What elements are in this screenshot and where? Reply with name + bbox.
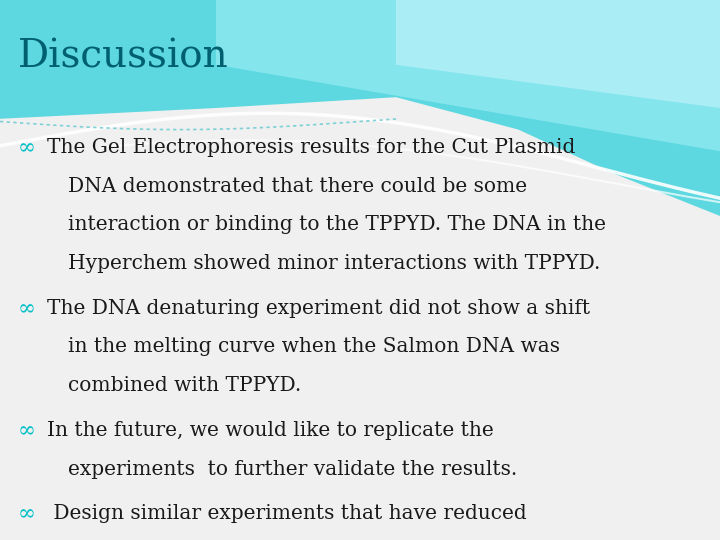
Text: experiments  to further validate the results.: experiments to further validate the resu…	[68, 460, 518, 478]
Text: ∞: ∞	[18, 138, 36, 160]
Text: in the melting curve when the Salmon DNA was: in the melting curve when the Salmon DNA…	[68, 338, 560, 356]
Text: Design similar experiments that have reduced: Design similar experiments that have red…	[47, 504, 526, 523]
Text: ∞: ∞	[18, 421, 36, 443]
Text: In the future, we would like to replicate the: In the future, we would like to replicat…	[47, 421, 493, 440]
Text: The DNA denaturing experiment did not show a shift: The DNA denaturing experiment did not sh…	[47, 299, 590, 318]
Text: ∞: ∞	[18, 299, 36, 321]
Text: Hyperchem showed minor interactions with TPPYD.: Hyperchem showed minor interactions with…	[68, 254, 600, 273]
Polygon shape	[0, 0, 720, 216]
Text: interaction or binding to the TPPYD. The DNA in the: interaction or binding to the TPPYD. The…	[68, 215, 606, 234]
Polygon shape	[216, 0, 720, 151]
Polygon shape	[396, 0, 720, 108]
Text: The Gel Electrophoresis results for the Cut Plasmid: The Gel Electrophoresis results for the …	[47, 138, 575, 157]
Text: Discussion: Discussion	[18, 38, 229, 75]
Text: combined with TPPYD.: combined with TPPYD.	[68, 376, 302, 395]
Text: DNA demonstrated that there could be some: DNA demonstrated that there could be som…	[68, 177, 528, 195]
Text: ∞: ∞	[18, 504, 36, 526]
